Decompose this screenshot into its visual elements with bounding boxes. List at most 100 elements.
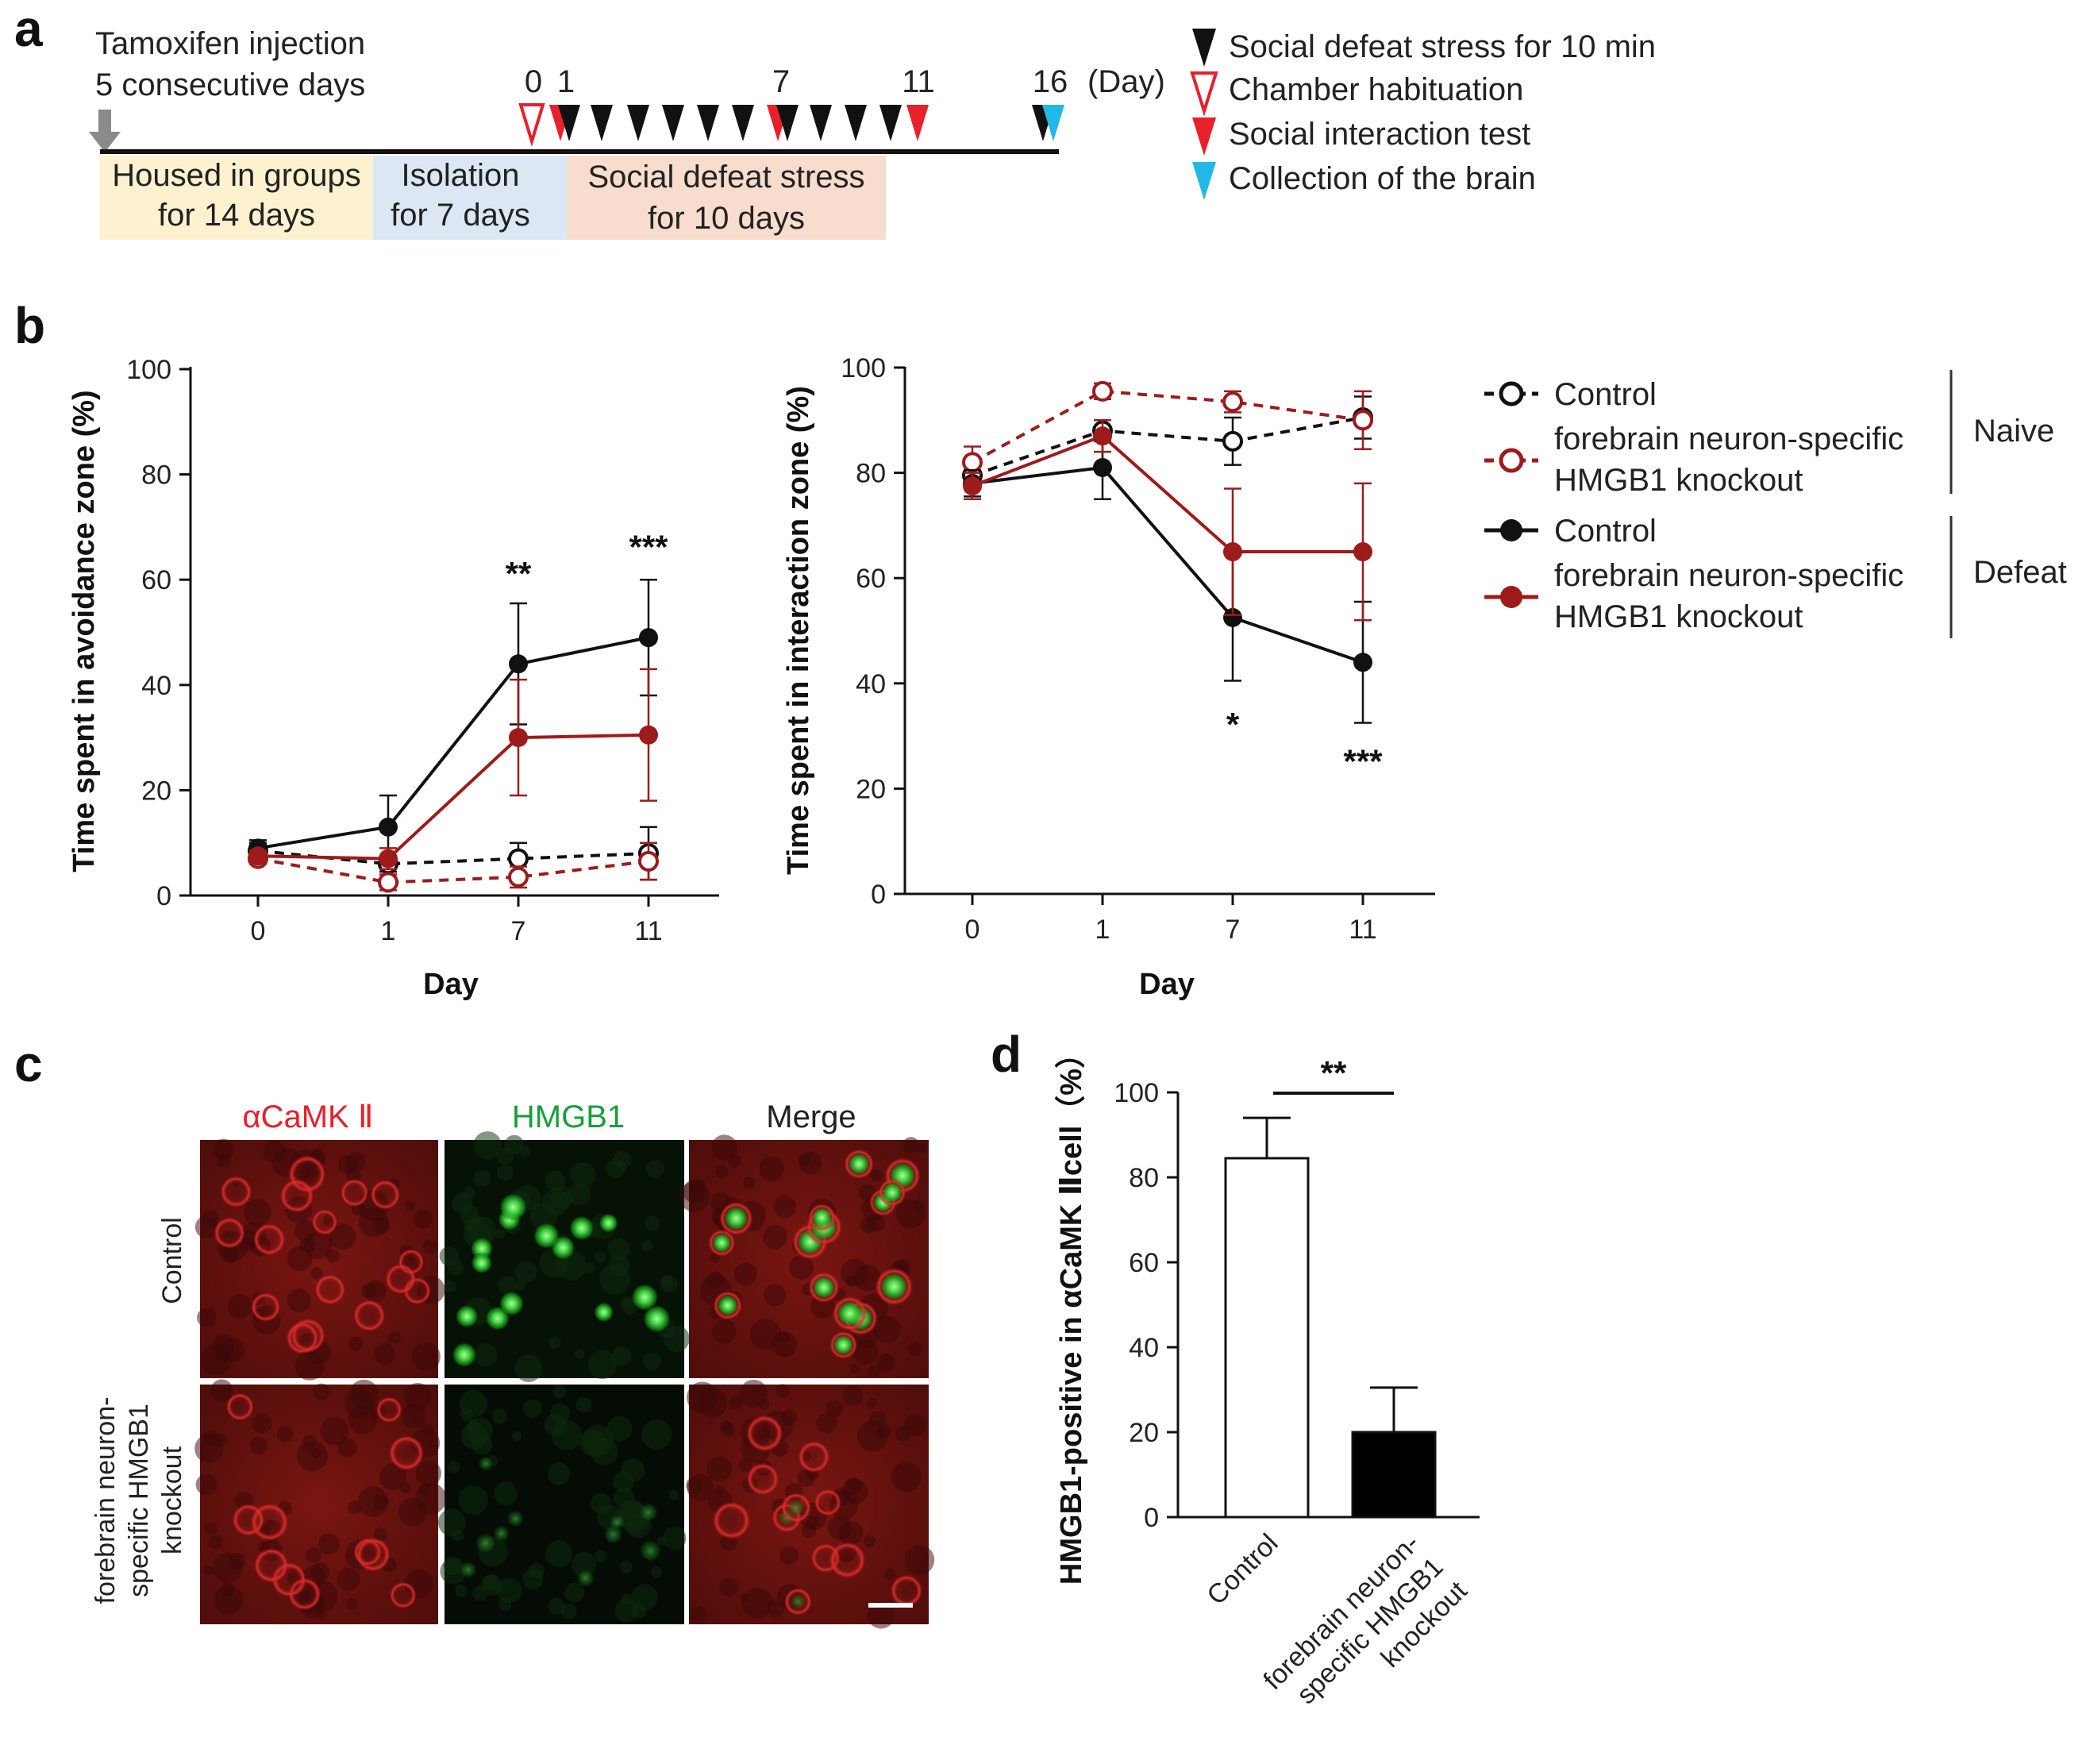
tissue-texture — [329, 1223, 356, 1250]
tissue-texture — [466, 1417, 494, 1445]
tissue-texture — [741, 1588, 773, 1619]
cell-nucleus — [787, 1498, 806, 1517]
tissue-texture — [611, 1346, 632, 1366]
legend-habituation-label: Chamber habituation — [1229, 72, 1523, 107]
y-tick-label: 80 — [1129, 1163, 1159, 1193]
tissue-texture — [651, 1566, 662, 1578]
tissue-texture — [826, 1400, 843, 1418]
cell-soma — [746, 1415, 783, 1452]
micro-row-knockout-label-line3: knockout — [157, 1446, 187, 1554]
tissue-texture — [860, 1216, 877, 1234]
phase-defeat-bg — [567, 156, 886, 240]
cell-soma — [279, 1179, 314, 1213]
cell-nucleus — [471, 1252, 493, 1274]
significance-mark: ** — [1321, 1054, 1347, 1092]
data-point — [1353, 653, 1372, 672]
defeat-marker-icon — [662, 105, 684, 141]
tissue-texture — [439, 1246, 460, 1266]
x-tick-label: 11 — [1349, 915, 1376, 945]
cell-soma — [353, 1300, 386, 1332]
tissue-texture — [514, 1354, 543, 1382]
red-filled-triangle-icon — [1192, 117, 1216, 156]
tissue-texture — [884, 1568, 896, 1580]
significance-mark: *** — [629, 529, 668, 566]
data-point — [379, 817, 398, 837]
cell-nucleus — [459, 1561, 477, 1579]
y-tick-label: 100 — [841, 353, 886, 383]
tissue-texture — [497, 1164, 514, 1181]
cell-soma — [814, 1489, 841, 1516]
y-axis-title: Time spent in interaction zone (%) — [782, 386, 815, 875]
cell-soma — [712, 1501, 751, 1539]
tissue-texture — [621, 1458, 645, 1482]
tissue-texture — [891, 1462, 922, 1492]
tissue-texture — [227, 1293, 253, 1319]
data-point — [1223, 607, 1242, 627]
tissue-texture — [913, 1200, 925, 1211]
tissue-texture — [715, 1165, 729, 1179]
tissue-texture — [252, 1413, 272, 1434]
tissue-texture — [641, 1239, 653, 1252]
cell-nucleus — [879, 1272, 909, 1301]
series-solid-filled-red — [248, 668, 658, 871]
legend-defeat-label: Social defeat stress for 10 min — [1229, 29, 1656, 64]
tissue-texture — [867, 1600, 895, 1629]
cell-nucleus — [576, 1569, 595, 1588]
data-point — [1353, 542, 1372, 562]
naive-group-label: Naive — [1973, 414, 2054, 449]
micro-row-knockout-label-line2: specific HMGB1 — [124, 1404, 154, 1597]
phase-isolation-line1: Isolation — [402, 158, 520, 193]
day-label-0: 0 — [525, 64, 542, 99]
tissue-texture — [318, 1533, 341, 1555]
tissue-texture — [759, 1156, 784, 1181]
tissue-texture — [548, 1336, 561, 1349]
phase-group-housing-line2: for 14 days — [158, 198, 315, 233]
data-point — [509, 728, 528, 748]
tissue-texture — [401, 1403, 427, 1429]
cell-nucleus — [533, 1222, 560, 1250]
tissue-texture — [213, 1138, 235, 1161]
y-axis-title: HMGB1-positive in αCaMK Ⅱcell（%） — [1055, 1038, 1088, 1585]
tissue-texture — [473, 1169, 491, 1187]
tissue-texture — [208, 1535, 223, 1550]
cell-nucleus — [452, 1342, 477, 1368]
tissue-texture — [698, 1388, 728, 1418]
tissue-texture — [205, 1522, 217, 1535]
tissue-texture — [337, 1567, 360, 1591]
tissue-texture — [621, 1593, 633, 1605]
cell-soma — [253, 1547, 289, 1583]
tissue-texture — [740, 1593, 750, 1603]
defeat-marker-icon — [845, 105, 867, 141]
tissue-texture — [504, 1134, 525, 1155]
legend-defeat-knockout-symbol — [1484, 586, 1538, 608]
tissue-texture — [398, 1497, 427, 1527]
x-axis-title: Day — [423, 968, 479, 1001]
tissue-texture — [551, 1419, 583, 1451]
cell-soma — [311, 1209, 338, 1235]
series-line — [257, 733, 649, 861]
tissue-texture — [545, 1539, 573, 1568]
tissue-texture — [607, 1238, 630, 1261]
tissue-texture — [729, 1395, 744, 1410]
tissue-texture — [564, 1582, 585, 1603]
cell-nucleus — [811, 1207, 833, 1228]
tissue-texture — [614, 1599, 638, 1623]
tissue-texture — [590, 1492, 612, 1515]
tissue-texture — [641, 1419, 672, 1450]
tissue-texture — [338, 1155, 357, 1174]
tissue-texture — [349, 1379, 379, 1409]
cell-soma — [746, 1462, 779, 1496]
cell-soma — [214, 1217, 245, 1249]
x-tick-label: 1 — [1095, 915, 1110, 945]
panel-c: c αCaMK Ⅱ HMGB1 Merge Control forebrain … — [14, 1035, 935, 1629]
tissue-texture — [195, 1473, 217, 1496]
tissue-texture — [719, 1577, 739, 1597]
microscopy-grid — [194, 1131, 935, 1629]
tissue-texture — [548, 1597, 565, 1615]
x-tick-label: 11 — [634, 916, 662, 946]
tissue-texture — [816, 1412, 837, 1434]
tissue-texture — [706, 1456, 733, 1482]
tissue-texture — [772, 1331, 798, 1358]
phase-group-housing-bg — [100, 156, 373, 240]
panel-a: a Tamoxifen injection 5 consecutive days… — [14, 0, 1656, 240]
